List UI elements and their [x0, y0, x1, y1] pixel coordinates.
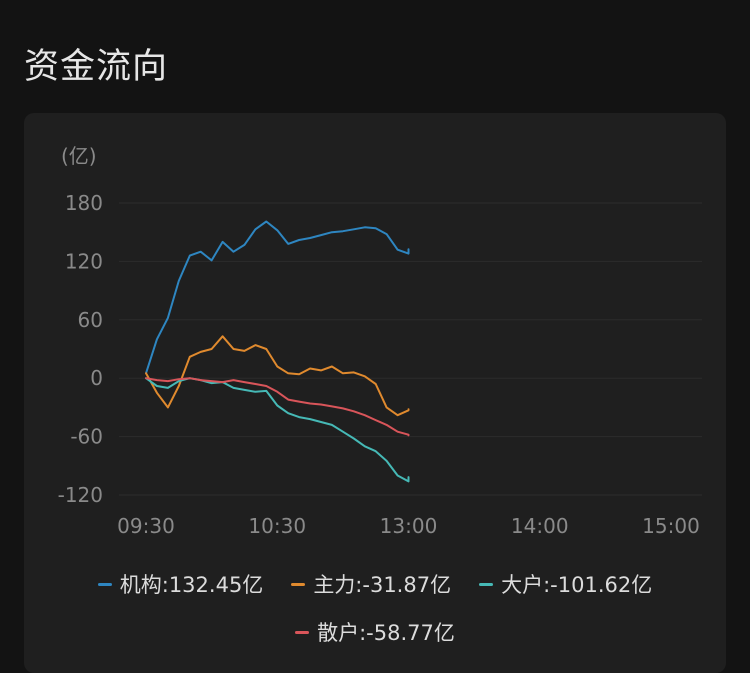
x-tick-label-4: 15:00 [642, 514, 700, 538]
x-tick-label-1: 10:30 [248, 514, 306, 538]
y-tick-label-0: 180 [65, 191, 103, 215]
legend-swatch-sanhu [295, 630, 310, 634]
fund-flow-chart-card: 180 120 60 0 -60 -120 09:30 10:30 13:00 14:00 15:… [24, 113, 726, 673]
series-lines [145, 220, 410, 483]
legend-swatch-dahu [479, 582, 494, 586]
chart-legend: 机构:132.45亿 主力:-31.87亿 大户:-101.62亿 散户:-58… [24, 560, 726, 656]
x-tick-label-0: 09:30 [117, 514, 175, 538]
y-tick-label-2: 60 [78, 308, 103, 332]
legend-label-dahu: 大户:-101.62亿 [501, 573, 653, 597]
y-tick-label-4: -60 [70, 425, 103, 449]
legend-swatch-jigou [97, 582, 112, 586]
legend-row-1: 机构:132.45亿 主力:-31.87亿 大户:-101.62亿 [24, 560, 726, 608]
legend-label-zhuli: 主力:-31.87亿 [313, 573, 452, 597]
series-line-1 [145, 335, 410, 417]
grid-layer [119, 202, 702, 496]
legend-label-sanhu: 散户:-58.77亿 [317, 621, 455, 645]
y-tick-label-5: -120 [58, 483, 103, 507]
y-tick-label-1: 120 [65, 249, 103, 273]
legend-item-jigou[interactable]: 机构:132.45亿 [97, 569, 264, 599]
y-tick-labels: 180 120 60 0 -60 -120 [58, 191, 103, 507]
y-tick-label-3: 0 [90, 366, 103, 390]
series-line-3 [145, 377, 410, 437]
series-line-0 [145, 220, 410, 375]
page-title: 资金流向 [24, 47, 169, 87]
x-tick-label-3: 14:00 [511, 514, 569, 538]
x-tick-labels: 09:30 10:30 13:00 14:00 15:00 [117, 514, 700, 538]
legend-swatch-zhuli [291, 582, 306, 586]
legend-item-dahu[interactable]: 大户:-101.62亿 [479, 569, 652, 599]
legend-item-sanhu[interactable]: 散户:-58.77亿 [295, 617, 455, 647]
x-tick-label-2: 13:00 [380, 514, 438, 538]
fund-flow-chart: 180 120 60 0 -60 -120 09:30 10:30 13:00 14:00 15:… [58, 144, 702, 538]
legend-label-jigou: 机构:132.45亿 [119, 573, 264, 597]
legend-row-2: 散户:-58.77亿 [24, 608, 726, 656]
unit-label: (亿) [61, 144, 97, 168]
legend-item-zhuli[interactable]: 主力:-31.87亿 [291, 569, 451, 599]
series-line-2 [145, 377, 410, 483]
